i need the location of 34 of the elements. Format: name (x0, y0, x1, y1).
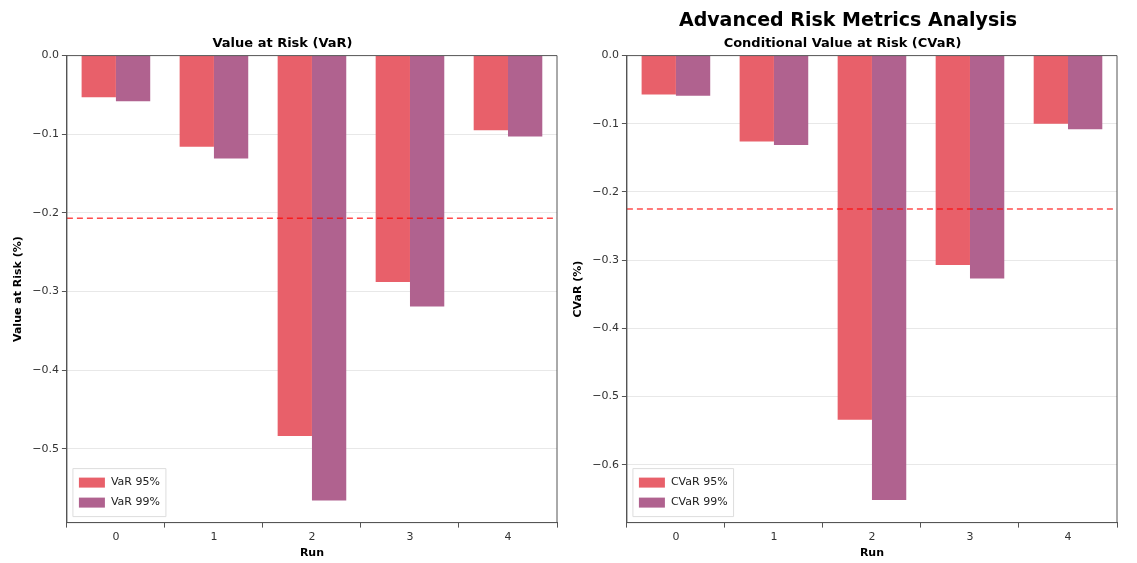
y-tick-label: −0.2 (32, 205, 59, 219)
y-tick-label: −0.3 (592, 252, 619, 266)
x-axis-title: Run (299, 546, 325, 560)
x-tick-label: 2 (308, 530, 316, 544)
y-axis-title: Value at Risk (%) (11, 236, 25, 342)
x-tick-label: 4 (504, 530, 512, 544)
legend-label: VaR 99% (110, 495, 160, 509)
y-axis-title: CVaR (%) (571, 260, 585, 318)
chart-title: Value at Risk (VaR) (212, 35, 353, 51)
x-tick-label: 1 (770, 530, 778, 544)
y-tick-label: −0.5 (592, 389, 619, 403)
y-tick-label: −0.5 (32, 441, 59, 455)
y-tick-label: −0.1 (592, 116, 619, 130)
y-tick-label: −0.4 (32, 362, 59, 376)
x-axis-title: Run (859, 546, 885, 560)
x-tick-label: 0 (672, 530, 680, 544)
x-tick-label: 1 (210, 530, 218, 544)
x-tick-label: 3 (406, 530, 414, 544)
y-tick-label: −0.2 (592, 184, 619, 198)
legend-label: VaR 95% (110, 475, 160, 489)
x-tick-label: 3 (966, 530, 974, 544)
y-tick-label: −0.3 (32, 284, 59, 298)
x-tick-label: 2 (868, 530, 876, 544)
y-tick-label: 0.0 (41, 48, 59, 62)
x-tick-label: 0 (112, 530, 120, 544)
text: Advanced Risk Metrics Analysis (678, 8, 1018, 30)
x-tick-label: 4 (1064, 530, 1072, 544)
legend-label: CVaR 95% (670, 475, 728, 489)
chart-title: Conditional Value at Risk (CVaR) (723, 35, 962, 51)
y-tick-label: −0.4 (592, 321, 619, 335)
legend-label: CVaR 99% (670, 495, 728, 509)
y-tick-label: −0.1 (32, 127, 59, 141)
y-tick-label: 0.0 (601, 48, 619, 62)
y-tick-label: −0.6 (592, 457, 619, 471)
